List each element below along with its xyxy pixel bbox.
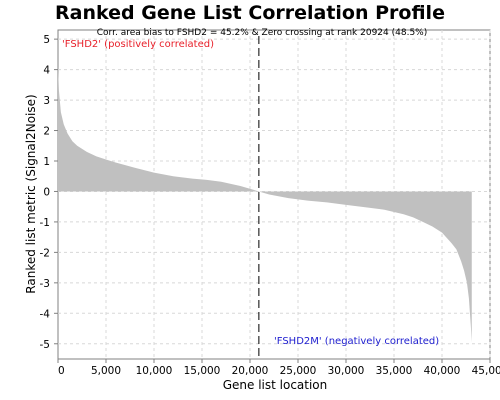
x-tick-label: 10,000 [136,365,173,377]
positive-label: 'FSHD2' (positively correlated) [62,39,214,50]
y-tick-label: -5 [40,339,50,351]
y-tick-label: 4 [43,65,50,77]
x-tick-label: 20,000 [232,365,269,377]
y-tick-label: 2 [43,126,50,138]
x-tick-label: 40,000 [424,365,461,377]
chart-title: Ranked Gene List Correlation Profile [55,2,445,24]
x-tick-label: 30,000 [328,365,365,377]
negative-label: 'FSHD2M' (negatively correlated) [274,336,439,347]
x-axis: 0 5,000 10,000 15,000 20,000 25,000 30,000 35,0… [57,359,500,377]
x-tick-label: 15,000 [184,365,221,377]
x-tick-label: 45,000 [472,365,500,377]
y-tick-label: 5 [43,34,50,46]
x-axis-label: Gene list location [223,378,328,392]
y-axis: 5 4 3 2 1 0 -1 -2 -3 -4 -5 [40,34,58,351]
x-tick-label: 0 [58,365,65,377]
metric-area [58,66,472,343]
y-tick-label: 0 [43,186,50,198]
y-tick-label: 1 [43,156,50,168]
y-tick-label: -1 [40,217,50,229]
y-axis-label: Ranked list metric (Signal2Noise) [24,94,38,293]
x-tick-label: 35,000 [376,365,413,377]
y-tick-label: -4 [40,308,51,320]
chart-subtitle: Corr. area bias to FSHD2 = 45.2% & Zero … [97,28,427,38]
y-tick-label: -2 [40,247,50,259]
x-tick-label: 25,000 [280,365,317,377]
y-tick-label: 3 [43,95,50,107]
x-tick-label: 5,000 [91,365,121,377]
y-tick-label: -3 [40,278,50,290]
